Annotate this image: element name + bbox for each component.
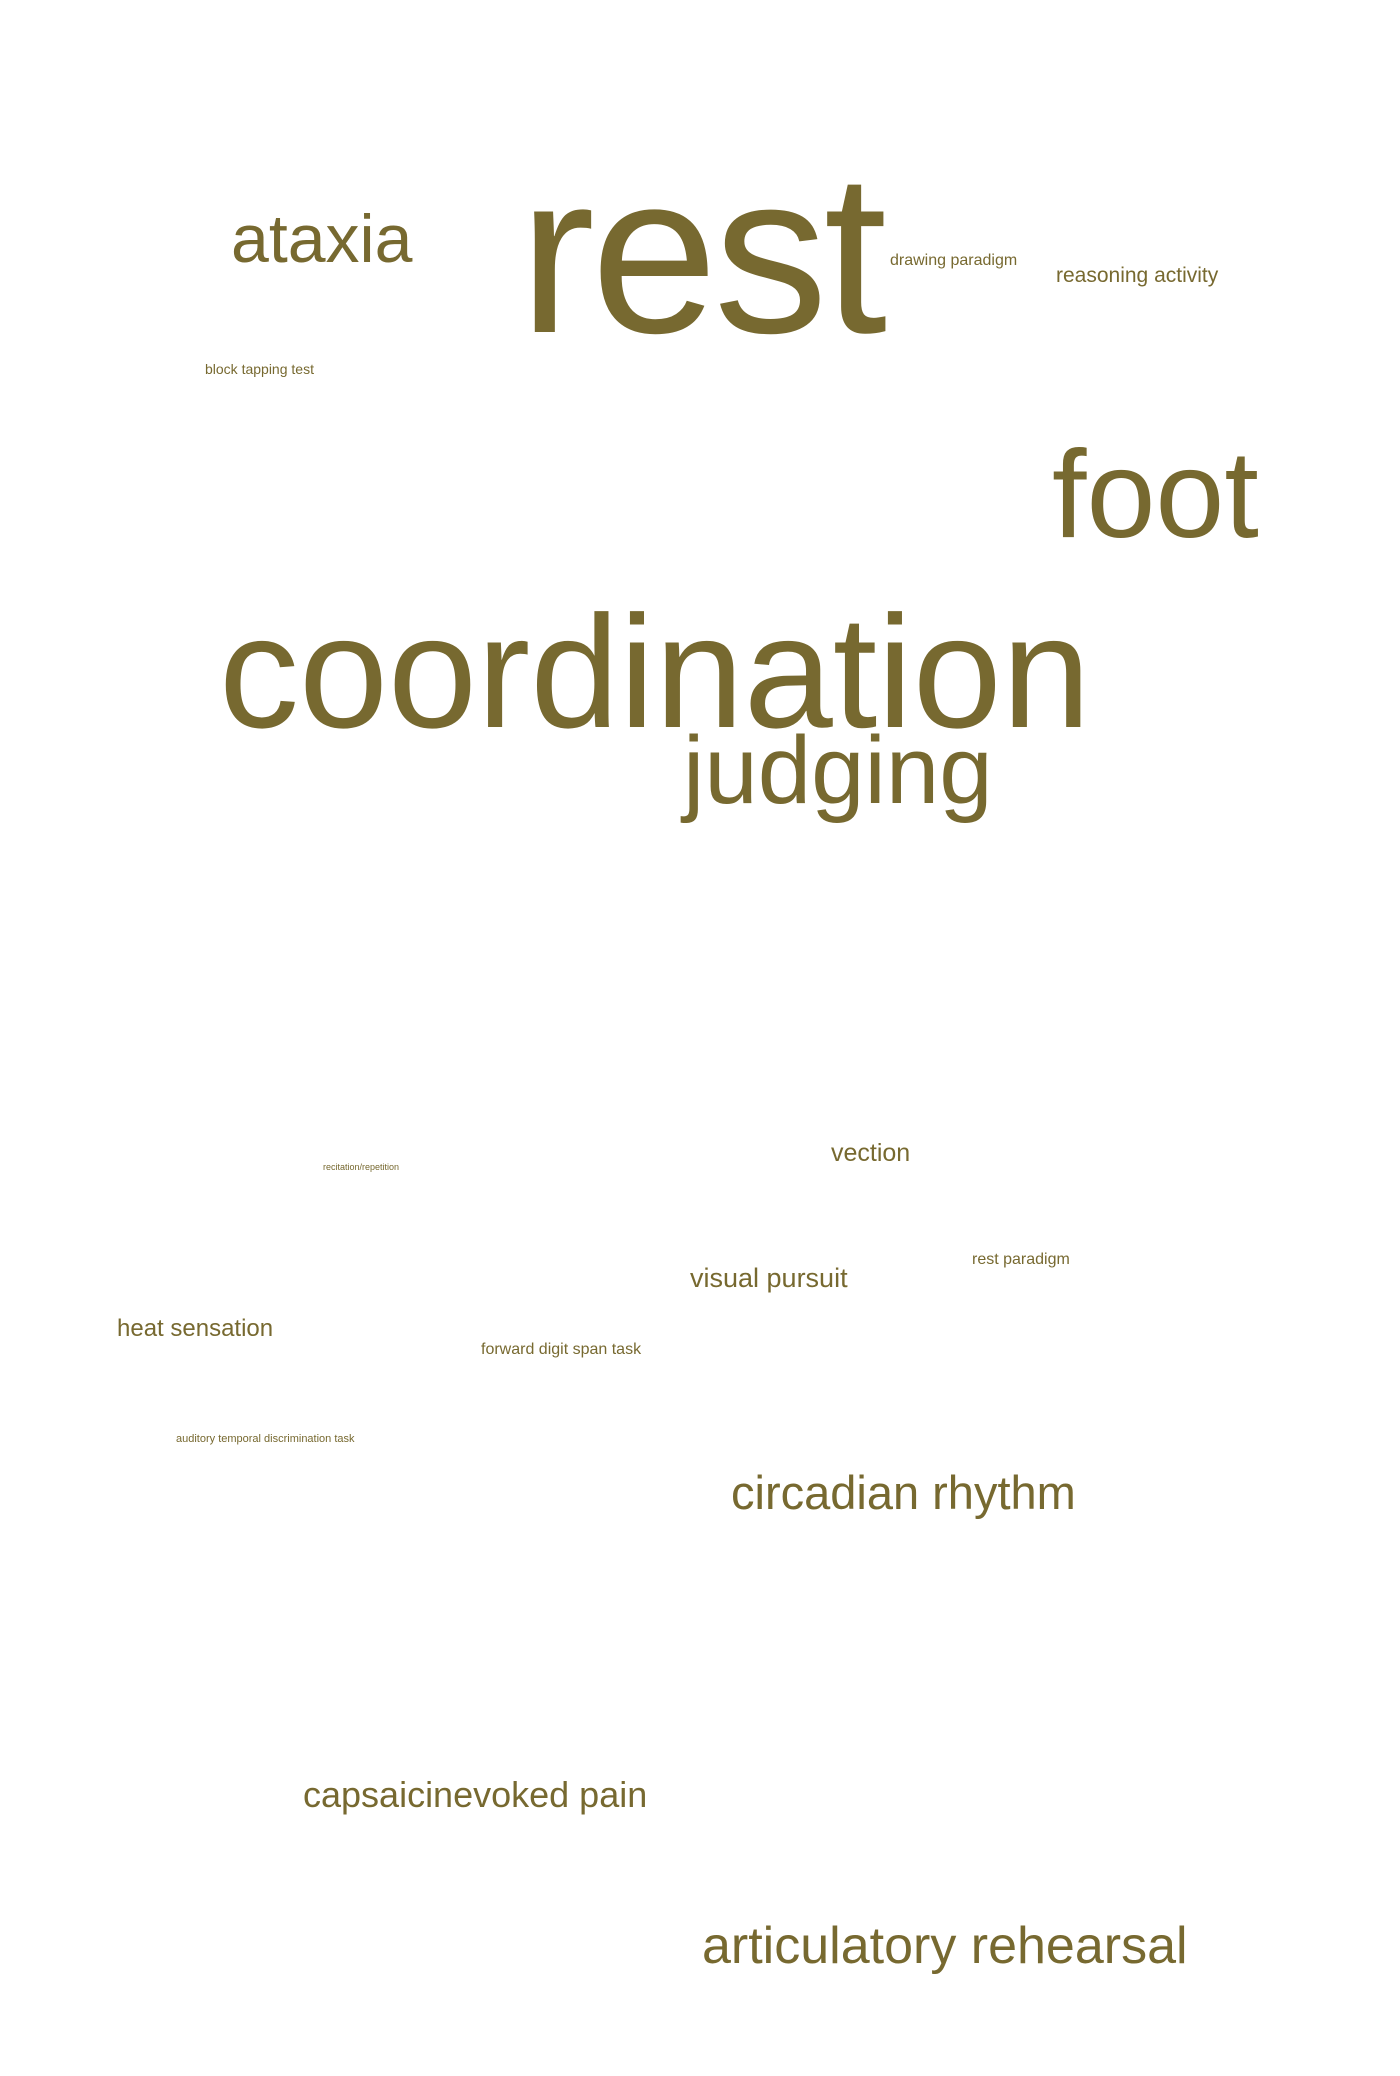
word-recitation-repetition: recitation/repetition xyxy=(323,1162,400,1172)
word-circadian-rhythm: circadian rhythm xyxy=(731,1466,1076,1519)
word-heat-sensation: heat sensation xyxy=(117,1315,274,1342)
word-rest: rest xyxy=(519,127,887,381)
word-ataxia: ataxia xyxy=(231,201,413,277)
word-articulatory-rehearsal: articulatory rehearsal xyxy=(702,1917,1188,1975)
word-capsaicinevoked-pain: capsaicinevoked pain xyxy=(303,1774,648,1815)
word-auditory-temporal-discrimination-task: auditory temporal discrimination task xyxy=(176,1433,355,1445)
word-visual-pursuit: visual pursuit xyxy=(690,1263,848,1293)
word-drawing-paradigm: drawing paradigm xyxy=(890,252,1018,269)
word-coordination: coordination xyxy=(219,582,1091,761)
word-vection: vection xyxy=(831,1139,911,1167)
word-reasoning-activity: reasoning activity xyxy=(1056,264,1219,287)
word-foot: foot xyxy=(1052,426,1259,564)
word-block-tapping-test: block tapping test xyxy=(205,361,314,377)
word-judging: judging xyxy=(683,717,993,824)
word-forward-digit-span-task: forward digit span task xyxy=(481,1341,642,1358)
word-rest-paradigm: rest paradigm xyxy=(972,1251,1070,1268)
